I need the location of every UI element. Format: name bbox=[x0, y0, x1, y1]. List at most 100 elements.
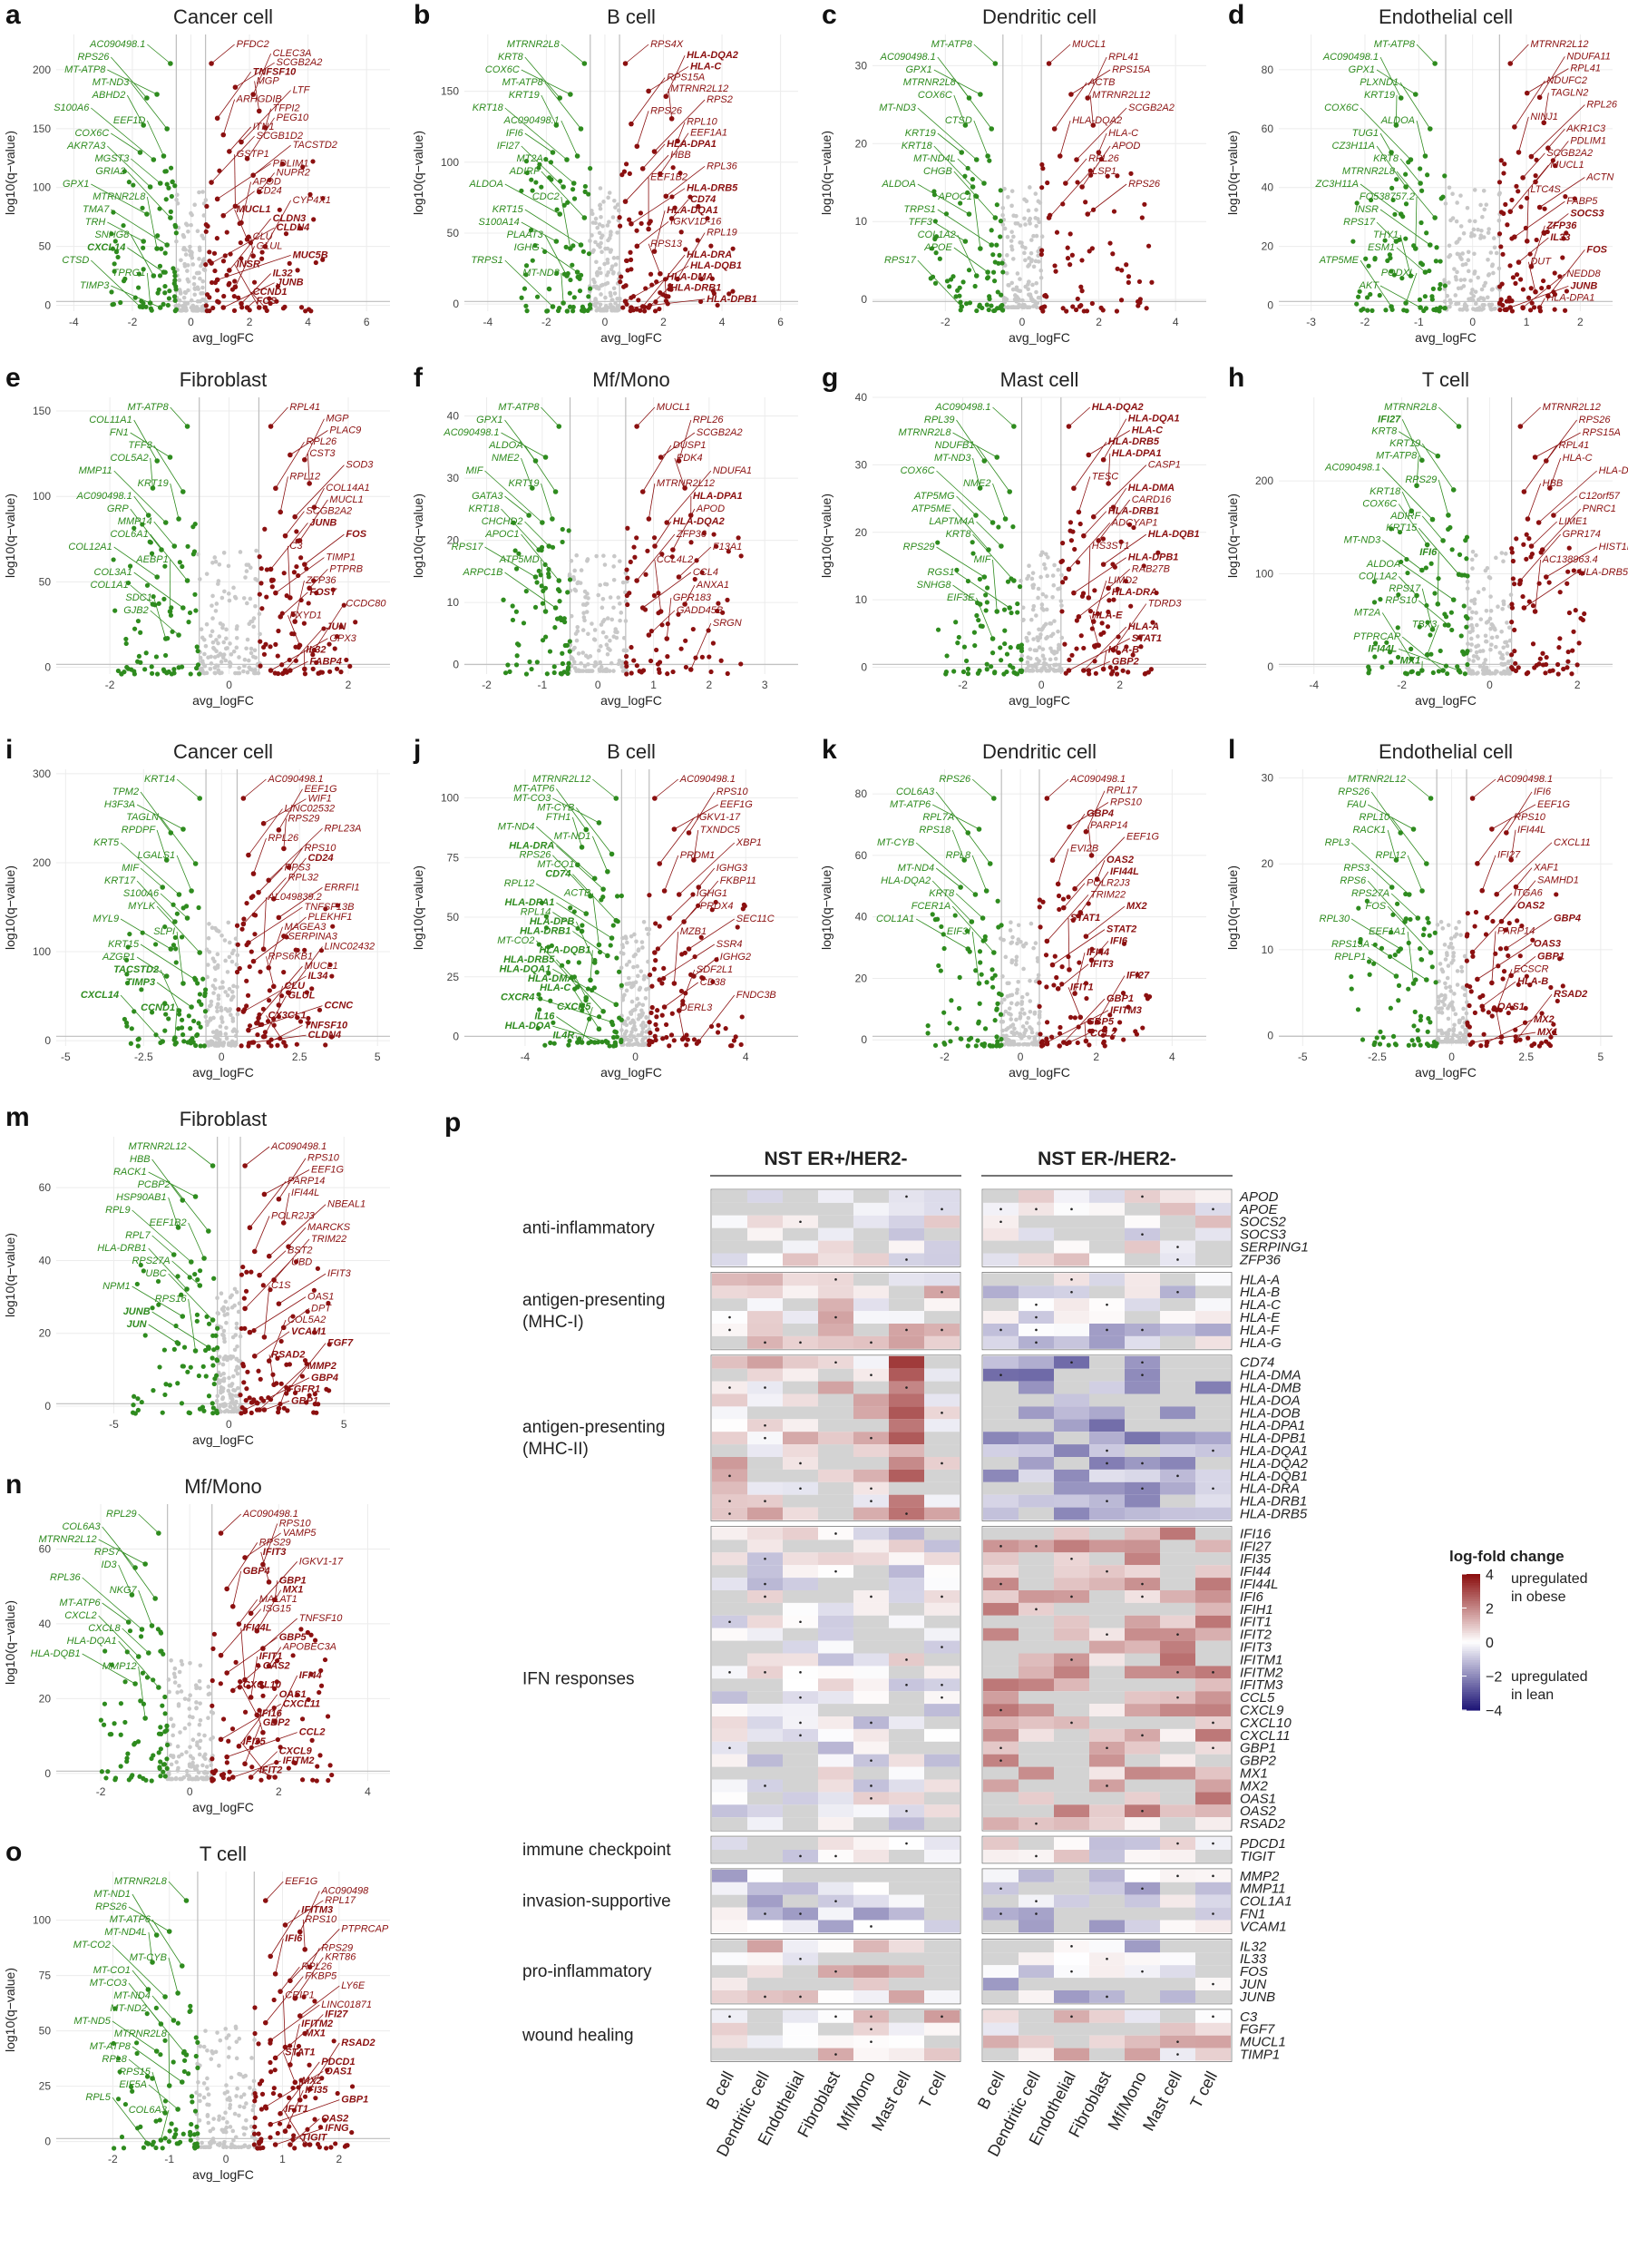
point-ns bbox=[1022, 197, 1027, 202]
point-down bbox=[196, 904, 201, 911]
x-axis-label: avg_logFC bbox=[192, 693, 254, 708]
label-leader bbox=[235, 62, 275, 88]
gene-label: IL34 bbox=[307, 971, 327, 982]
label-leader bbox=[1531, 521, 1557, 547]
point-ns bbox=[1439, 1006, 1444, 1011]
point-ns bbox=[183, 221, 189, 226]
point-ns bbox=[249, 650, 254, 656]
point-up bbox=[1088, 957, 1095, 963]
point-ns bbox=[1470, 298, 1476, 303]
gene-label: HLA-DMA bbox=[528, 973, 574, 984]
point-ns bbox=[230, 1016, 236, 1021]
label-leader bbox=[642, 572, 692, 609]
label-leader bbox=[1087, 825, 1092, 855]
point-up bbox=[244, 305, 250, 310]
point-ns bbox=[217, 562, 222, 567]
gene-label: TAGLN2 bbox=[1550, 87, 1588, 98]
label-leader bbox=[265, 200, 291, 247]
point-ns bbox=[608, 290, 613, 296]
point-ns bbox=[1040, 647, 1046, 651]
point-down bbox=[965, 190, 970, 195]
gene-label: ZFP36 bbox=[1545, 220, 1577, 231]
label-leader bbox=[636, 406, 656, 427]
point-down bbox=[174, 911, 180, 916]
point-ns bbox=[1022, 216, 1027, 221]
y-tick-label: 200 bbox=[1255, 474, 1273, 487]
gene-label: MTRNR2L8 bbox=[903, 77, 957, 88]
point-up bbox=[232, 284, 239, 290]
gene-label: KRT8 bbox=[1371, 426, 1398, 437]
gene-label: MT-CYB bbox=[537, 802, 574, 813]
point-up bbox=[1064, 308, 1069, 314]
point-ns bbox=[1455, 1033, 1459, 1039]
point-ns bbox=[1474, 650, 1479, 655]
gene-label: IFITM3 bbox=[1110, 1005, 1142, 1016]
point-up bbox=[1108, 671, 1115, 677]
point-ns bbox=[215, 1032, 220, 1038]
point-up bbox=[1534, 157, 1539, 162]
point-down bbox=[579, 928, 585, 934]
gene-label: IGHG bbox=[514, 242, 541, 253]
point-down bbox=[994, 609, 1000, 614]
label-leader bbox=[654, 521, 672, 547]
point-ns bbox=[194, 308, 200, 313]
label-leader bbox=[625, 265, 689, 302]
point-up bbox=[1101, 1039, 1106, 1044]
y-tick-label: 20 bbox=[855, 137, 868, 150]
point-down bbox=[523, 263, 530, 269]
gene-label: AC090498.1 bbox=[89, 39, 145, 50]
point-ns bbox=[218, 985, 222, 991]
label-leader bbox=[484, 546, 536, 578]
label-leader bbox=[1047, 894, 1089, 942]
point-ns bbox=[590, 211, 595, 217]
point-down bbox=[973, 1043, 979, 1049]
point-down bbox=[962, 122, 969, 128]
point-ns bbox=[640, 1011, 646, 1016]
point-down bbox=[536, 942, 541, 947]
point-ns bbox=[641, 920, 647, 924]
y-tick-label: 0 bbox=[861, 293, 867, 306]
y-tick-label: 10 bbox=[447, 596, 460, 609]
point-up bbox=[1077, 521, 1083, 527]
gene-label: MT-ND3 bbox=[879, 103, 916, 113]
point-up bbox=[283, 231, 289, 237]
gene-label: RPS10 bbox=[1110, 797, 1143, 807]
point-down bbox=[122, 169, 127, 174]
point-ns bbox=[1458, 278, 1464, 282]
point-down bbox=[137, 304, 143, 309]
point-ns bbox=[212, 978, 218, 982]
label-leader bbox=[229, 218, 271, 271]
point-up bbox=[1065, 245, 1070, 250]
label-leader bbox=[153, 597, 167, 640]
gene-label: SCGB2A2 bbox=[306, 506, 352, 517]
gene-label: PARP14 bbox=[1090, 820, 1127, 831]
point-down bbox=[989, 242, 995, 248]
point-down bbox=[1429, 516, 1436, 523]
point-up bbox=[288, 668, 293, 673]
point-ns bbox=[224, 1025, 229, 1031]
point-up bbox=[1486, 1010, 1491, 1015]
label-leader bbox=[1089, 94, 1094, 126]
point-up bbox=[647, 893, 652, 898]
point-down bbox=[1405, 570, 1410, 576]
point-ns bbox=[1007, 1006, 1012, 1011]
label-leader bbox=[1103, 650, 1107, 670]
point-down bbox=[1464, 624, 1469, 630]
point-up bbox=[260, 820, 267, 826]
point-up bbox=[257, 591, 262, 597]
point-up bbox=[1531, 305, 1537, 310]
point-ns bbox=[1044, 661, 1048, 667]
label-leader bbox=[270, 406, 288, 427]
label-leader bbox=[630, 77, 666, 124]
point-ns bbox=[218, 670, 222, 676]
point-up bbox=[1086, 595, 1092, 601]
point-up bbox=[1094, 1019, 1100, 1025]
point-ns bbox=[202, 268, 208, 273]
gene-label: TFF3 bbox=[128, 440, 152, 451]
point-down bbox=[957, 974, 962, 980]
point-ns bbox=[228, 661, 233, 666]
point-ns bbox=[226, 591, 231, 596]
label-leader bbox=[973, 196, 981, 249]
gene-label: MT-CYB bbox=[877, 837, 914, 848]
point-ns bbox=[600, 596, 606, 601]
